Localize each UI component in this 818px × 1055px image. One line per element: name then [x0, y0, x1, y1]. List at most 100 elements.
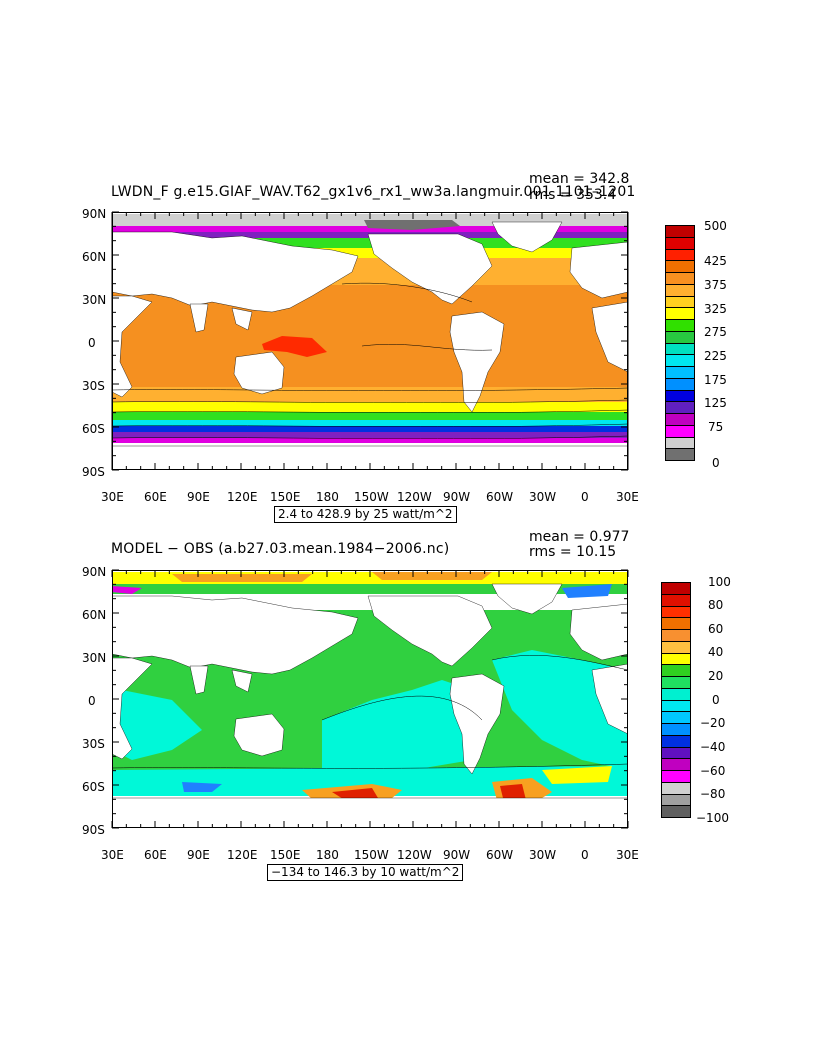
bottom-cb-80: 80: [708, 598, 724, 612]
bottom-cb-100: 100: [708, 575, 731, 589]
colorbar-swatch: [666, 261, 694, 273]
colorbar-swatch: [662, 794, 690, 807]
top-lat-60s: 60S: [82, 422, 105, 436]
bottom-arctic-magenta: [112, 586, 142, 594]
bottom-lat-90s: 90S: [82, 823, 105, 837]
bottom-contours: [112, 655, 628, 769]
top-cb-0: 0: [712, 456, 720, 470]
colorbar-swatch: [666, 355, 694, 367]
colorbar-swatch: [666, 273, 694, 285]
colorbar-swatch: [662, 724, 690, 736]
colorbar-swatch: [662, 747, 690, 760]
top-lat-30s: 30S: [82, 379, 105, 393]
bottom-lon-180: 180: [316, 848, 339, 862]
bottom-lon-0: 0: [581, 848, 589, 862]
bottom-ocean-cyan-pacific: [322, 680, 482, 780]
top-lon-120w: 120W: [397, 490, 432, 504]
bottom-lon-60w: 60W: [486, 848, 514, 862]
bottom-arctic-orange: [172, 574, 312, 582]
top-cb-425: 425: [704, 254, 727, 268]
top-band-north-yellow: [112, 248, 628, 258]
colorbar-swatch: [662, 688, 690, 701]
bottom-arctic-blue: [562, 584, 612, 598]
top-band-south-purple: [112, 432, 628, 438]
top-lon-90w: 90W: [443, 490, 471, 504]
bottom-land-australia: [233, 713, 285, 757]
bottom-lat-30n: 30N: [82, 651, 107, 665]
colorbar-swatch: [662, 782, 690, 795]
bottom-land-antarctica: [112, 797, 628, 828]
top-lon-120e: 120E: [227, 490, 258, 504]
top-band-south-yellow: [112, 402, 628, 412]
bottom-south-yellow: [542, 766, 612, 784]
top-lon-90e: 90E: [187, 490, 210, 504]
bottom-continents: [112, 583, 628, 828]
top-cb-175: 175: [704, 373, 727, 387]
top-lat-0: 0: [88, 336, 96, 350]
top-arctic-magenta: [112, 226, 628, 232]
colorbar-swatch: [662, 641, 690, 654]
colorbar-swatch: [662, 735, 690, 748]
top-band-north-green: [112, 238, 628, 248]
colorbar-swatch: [666, 437, 694, 450]
top-lat-60n: 60N: [82, 250, 107, 264]
colorbar-swatch: [662, 606, 690, 619]
bottom-ocean-cyan-indian: [112, 690, 202, 760]
top-mean: mean = 342.8: [529, 171, 630, 187]
colorbar-swatch: [662, 653, 690, 666]
bottom-lat-90n: 90N: [82, 565, 107, 579]
top-land-africa-east: [591, 301, 628, 373]
top-map: [112, 212, 628, 470]
top-title: LWDN_F g.e15.GIAF_WAV.T62_gx1v6_rx1_ww3a…: [111, 184, 636, 200]
bottom-colorbar: [661, 582, 691, 818]
bottom-lon-30e-right: 30E: [616, 848, 639, 862]
bottom-lon-30e: 30E: [101, 848, 124, 862]
top-lon-30e: 30E: [101, 490, 124, 504]
top-land-africa: [112, 295, 153, 398]
top-land-se-asia: [231, 307, 253, 331]
bottom-land-africa-east: [591, 663, 628, 735]
colorbar-swatch: [666, 331, 694, 344]
bottom-lat-0: 0: [88, 694, 96, 708]
bottom-lon-60e: 60E: [144, 848, 167, 862]
bottom-lon-90w: 90W: [443, 848, 471, 862]
top-colorbar: [665, 225, 695, 461]
top-lat-90n: 90N: [82, 207, 107, 221]
colorbar-swatch: [662, 759, 690, 771]
colorbar-swatch: [662, 630, 690, 642]
top-lon-150e: 150E: [270, 490, 301, 504]
colorbar-swatch: [662, 665, 690, 677]
top-lon-180: 180: [316, 490, 339, 504]
bottom-lon-30w: 30W: [529, 848, 557, 862]
bottom-cb-m60: −60: [700, 764, 726, 778]
top-land-europe-east: [569, 241, 628, 299]
bottom-title: MODEL − OBS (a.b27.03.mean.1984−2006.nc): [111, 541, 450, 557]
colorbar-swatch: [666, 402, 694, 414]
colorbar-swatch: [662, 712, 690, 724]
top-lon-0: 0: [581, 490, 589, 504]
top-range-label: 2.4 to 428.9 by 25 watt/m^2: [274, 506, 457, 523]
top-lat-30n: 30N: [82, 293, 107, 307]
bottom-lat-60s: 60S: [82, 780, 105, 794]
top-lat-90s: 90S: [82, 465, 105, 479]
bottom-cb-60: 60: [708, 622, 724, 636]
colorbar-swatch: [662, 583, 690, 595]
bottom-cb-0: 0: [712, 693, 720, 707]
top-band-south-magenta: [112, 438, 628, 443]
top-cb-275: 275: [704, 325, 727, 339]
top-cb-125: 125: [704, 396, 727, 410]
bottom-cb-m80: −80: [700, 787, 726, 801]
colorbar-swatch: [666, 343, 694, 356]
bottom-lon-90e: 90E: [187, 848, 210, 862]
bottom-range-label: −134 to 146.3 by 10 watt/m^2: [267, 864, 464, 881]
colorbar-swatch: [666, 237, 694, 250]
bottom-land-africa: [112, 657, 153, 760]
bottom-cb-m20: −20: [700, 716, 726, 730]
bottom-land-greenland: [491, 583, 563, 615]
bottom-land-europe-east: [569, 603, 628, 661]
bottom-south-blue: [182, 782, 222, 792]
bottom-cb-40: 40: [708, 645, 724, 659]
colorbar-swatch: [662, 618, 690, 630]
top-band-south-cyan: [112, 420, 628, 426]
colorbar-swatch: [662, 700, 690, 713]
